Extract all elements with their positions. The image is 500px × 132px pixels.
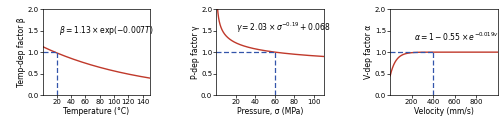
X-axis label: Pressure, σ (MPa): Pressure, σ (MPa) (237, 107, 303, 116)
Text: $\beta = 1.13 \times \exp(-0.007T)$: $\beta = 1.13 \times \exp(-0.007T)$ (60, 24, 154, 37)
Text: $\gamma = 2.03 \times \sigma^{-0.19} + 0.068$: $\gamma = 2.03 \times \sigma^{-0.19} + 0… (236, 21, 330, 35)
Text: $\alpha = 1 - 0.55 \times e^{-0.019v}$: $\alpha = 1 - 0.55 \times e^{-0.019v}$ (414, 30, 499, 43)
X-axis label: Temperature (°C): Temperature (°C) (63, 107, 129, 116)
Y-axis label: Temp-dep factor β: Temp-dep factor β (16, 17, 26, 87)
X-axis label: Velocity (mm/s): Velocity (mm/s) (414, 107, 474, 116)
Y-axis label: V-dep factor α: V-dep factor α (364, 25, 374, 79)
Y-axis label: P-dep factor γ: P-dep factor γ (190, 25, 200, 79)
